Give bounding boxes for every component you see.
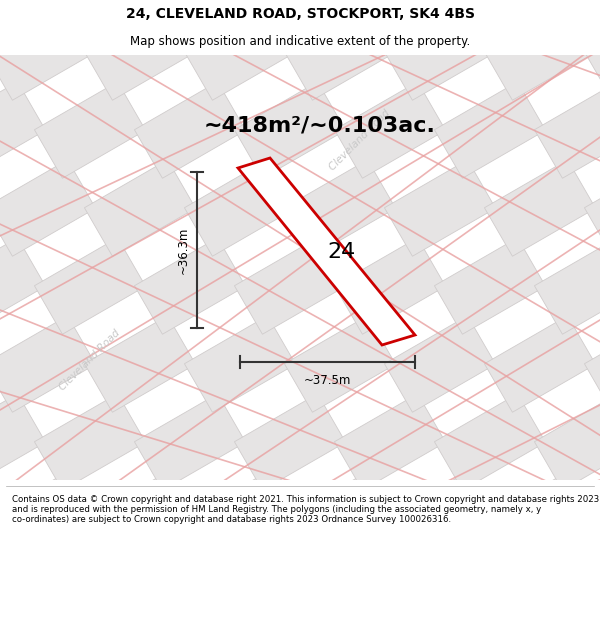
Polygon shape: [0, 160, 95, 256]
Polygon shape: [385, 160, 496, 256]
Polygon shape: [484, 160, 596, 256]
Polygon shape: [34, 238, 146, 334]
Polygon shape: [85, 316, 196, 412]
Text: ~36.3m: ~36.3m: [176, 226, 190, 274]
Polygon shape: [134, 394, 245, 490]
Polygon shape: [484, 4, 596, 100]
Polygon shape: [484, 316, 596, 412]
Polygon shape: [238, 158, 415, 345]
Polygon shape: [535, 238, 600, 334]
Polygon shape: [34, 394, 146, 490]
Text: Cleveland Road: Cleveland Road: [58, 328, 122, 392]
Polygon shape: [134, 238, 245, 334]
Polygon shape: [184, 316, 296, 412]
Polygon shape: [0, 394, 46, 490]
Polygon shape: [284, 472, 395, 568]
Text: Map shows position and indicative extent of the property.: Map shows position and indicative extent…: [130, 35, 470, 48]
Text: 24, CLEVELAND ROAD, STOCKPORT, SK4 4BS: 24, CLEVELAND ROAD, STOCKPORT, SK4 4BS: [125, 7, 475, 21]
Polygon shape: [284, 160, 395, 256]
Polygon shape: [0, 82, 46, 178]
Polygon shape: [334, 82, 446, 178]
Polygon shape: [385, 316, 496, 412]
Polygon shape: [0, 238, 46, 334]
Polygon shape: [434, 394, 545, 490]
Text: ~418m²/~0.103ac.: ~418m²/~0.103ac.: [204, 115, 436, 135]
Polygon shape: [334, 394, 446, 490]
Polygon shape: [0, 316, 95, 412]
Polygon shape: [334, 238, 446, 334]
Polygon shape: [434, 238, 545, 334]
Polygon shape: [584, 316, 600, 412]
Polygon shape: [535, 394, 600, 490]
Polygon shape: [34, 82, 146, 178]
Polygon shape: [484, 472, 596, 568]
Polygon shape: [85, 4, 196, 100]
Polygon shape: [0, 4, 95, 100]
Polygon shape: [184, 160, 296, 256]
Polygon shape: [184, 472, 296, 568]
Text: Cleveland Road: Cleveland Road: [328, 107, 392, 172]
Polygon shape: [184, 4, 296, 100]
Polygon shape: [235, 238, 346, 334]
Polygon shape: [385, 4, 496, 100]
Polygon shape: [284, 316, 395, 412]
Polygon shape: [235, 394, 346, 490]
Polygon shape: [85, 160, 196, 256]
Text: ~37.5m: ~37.5m: [304, 374, 351, 386]
Polygon shape: [584, 472, 600, 568]
Text: Contains OS data © Crown copyright and database right 2021. This information is : Contains OS data © Crown copyright and d…: [12, 494, 599, 524]
Polygon shape: [284, 4, 395, 100]
Polygon shape: [385, 472, 496, 568]
Polygon shape: [584, 160, 600, 256]
Polygon shape: [134, 82, 245, 178]
Text: 24: 24: [327, 241, 355, 261]
Polygon shape: [85, 472, 196, 568]
Polygon shape: [0, 472, 95, 568]
Polygon shape: [235, 82, 346, 178]
Polygon shape: [434, 82, 545, 178]
Polygon shape: [584, 4, 600, 100]
Polygon shape: [535, 82, 600, 178]
